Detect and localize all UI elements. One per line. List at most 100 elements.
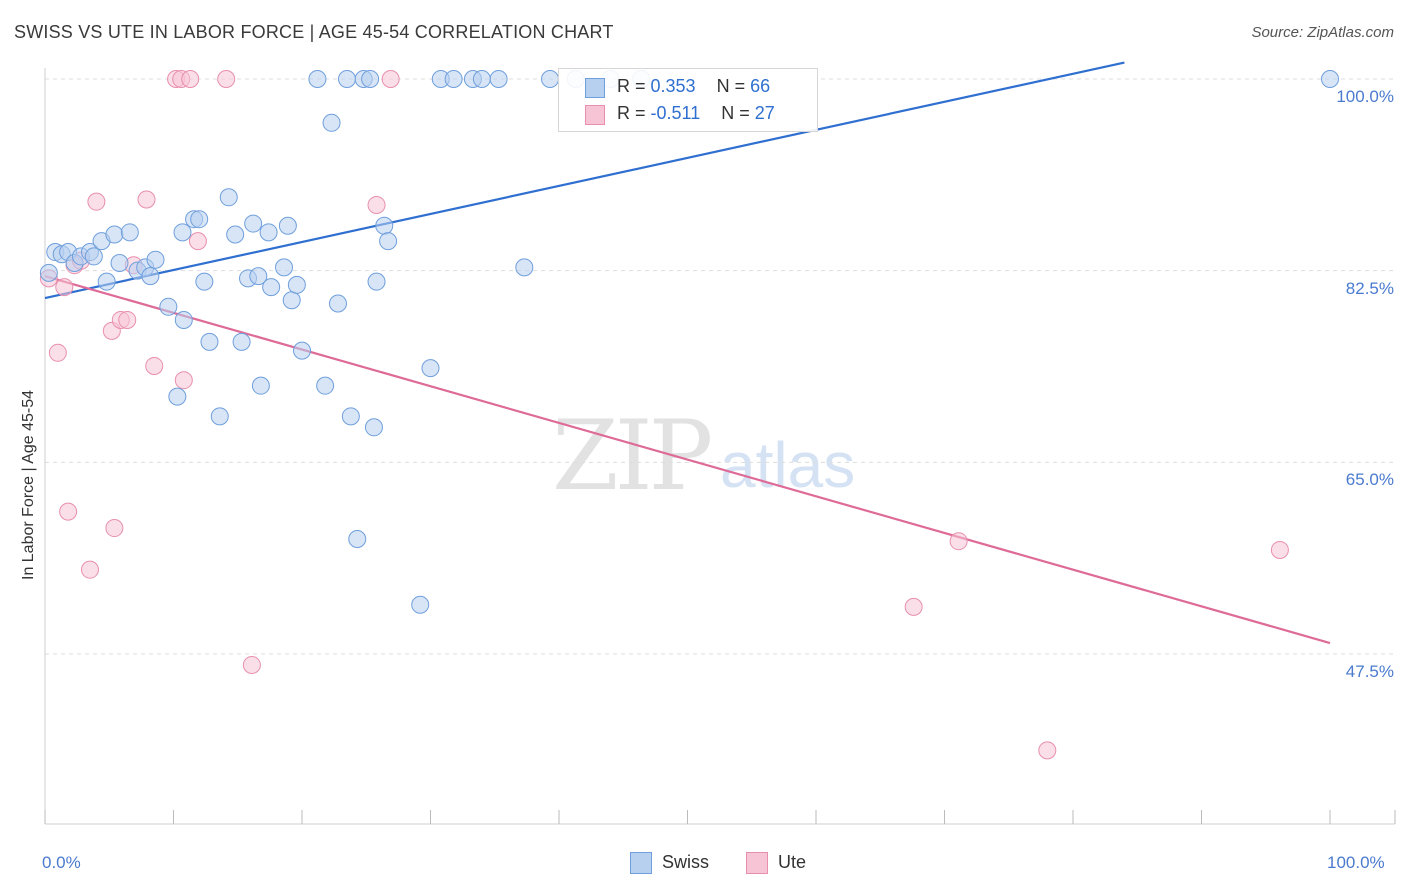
y-axis-label: In Labor Force | Age 45-54	[20, 389, 37, 580]
swiss-point	[316, 376, 335, 395]
ute-point	[55, 278, 74, 297]
source-credit: Source: ZipAtlas.com	[1251, 24, 1394, 41]
swiss-point	[120, 223, 139, 242]
legend-r-label: R =	[617, 103, 651, 123]
data-points	[39, 70, 1339, 760]
ute-swatch	[585, 105, 605, 125]
legend-r-value: -0.511	[650, 103, 701, 123]
legend-box: R = 0.353 N = 66 R = -0.511 N = 27	[558, 68, 818, 132]
legend-n-value: 66	[750, 76, 771, 96]
swiss-point	[293, 341, 311, 360]
swiss-point	[105, 225, 124, 244]
ute-point	[87, 192, 106, 211]
grid-lines	[45, 78, 1395, 655]
swiss-point	[244, 214, 263, 233]
swiss-point	[110, 254, 129, 272]
swiss-legend-label: Swiss	[662, 852, 710, 872]
y-tick-label: 100.0%	[1336, 87, 1394, 106]
swiss-point	[226, 225, 245, 244]
swiss-point	[275, 258, 294, 277]
legend-n-label: N =	[716, 76, 751, 96]
swiss-point	[1321, 70, 1339, 88]
swiss-point	[341, 407, 360, 426]
y-tick-label: 65.0%	[1345, 470, 1394, 490]
bottom-legend-swiss: Swiss	[630, 852, 710, 875]
swiss-point	[337, 70, 356, 88]
swiss-point	[146, 250, 165, 269]
ute-point	[242, 655, 261, 674]
chart-title: SWISS VS UTE IN LABOR FORCE | AGE 45-54 …	[14, 22, 614, 42]
ute-legend-swatch	[746, 852, 768, 875]
swiss-point	[444, 70, 463, 88]
legend-row-ute: R = -0.511 N = 27	[585, 103, 775, 125]
watermark-zip: ZIP	[552, 400, 713, 512]
swiss-point	[379, 232, 398, 251]
swiss-point	[232, 332, 251, 351]
swiss-point	[287, 275, 306, 294]
swiss-point	[97, 272, 116, 291]
swiss-point	[168, 387, 187, 406]
swiss-point	[195, 272, 214, 291]
swiss-point	[251, 376, 270, 395]
swiss-point	[200, 332, 219, 351]
swiss-point	[282, 291, 301, 310]
ute-point	[1270, 540, 1289, 559]
ute-point	[145, 356, 164, 375]
swiss-point	[472, 70, 491, 88]
swiss-point	[39, 263, 58, 282]
swiss-point	[364, 418, 383, 437]
ute-point	[48, 343, 67, 362]
ute-point	[174, 371, 193, 390]
legend-n-label: N =	[721, 103, 755, 123]
ute-point	[181, 70, 200, 88]
legend-row-swiss: R = 0.353 N = 66	[585, 76, 771, 98]
swiss-point	[421, 359, 440, 378]
ute-point	[118, 310, 137, 329]
trend-lines	[44, 61, 1331, 645]
bottom-legend-ute: Ute	[746, 852, 807, 875]
ute-point	[1038, 741, 1057, 760]
y-tick-label: 82.5%	[1345, 278, 1394, 298]
ute-legend-label: Ute	[778, 852, 807, 872]
swiss-point	[210, 407, 229, 426]
ute-point	[105, 519, 124, 538]
swiss-point	[219, 188, 238, 207]
swiss-point	[489, 70, 508, 88]
swiss-trend-line	[44, 61, 1125, 300]
ute-point	[59, 502, 78, 521]
swiss-point	[541, 70, 560, 88]
ute-point	[949, 532, 968, 551]
swiss-point	[174, 310, 193, 329]
swiss-point	[249, 267, 268, 286]
swiss-point	[259, 223, 278, 242]
swiss-legend-swatch	[630, 852, 652, 875]
ute-point	[137, 190, 156, 209]
axes	[44, 68, 1396, 825]
legend-r-value: 0.353	[650, 76, 696, 96]
swiss-point	[141, 267, 160, 286]
x-tick-label-min: 0.0%	[42, 853, 81, 872]
swiss-point	[348, 530, 367, 548]
swiss-point	[515, 258, 534, 277]
swiss-point	[173, 223, 192, 242]
swiss-point	[322, 113, 341, 132]
ute-point	[217, 70, 236, 88]
swiss-point	[190, 210, 209, 229]
x-tick-label-max: 100.0%	[1327, 853, 1385, 872]
ute-point	[188, 232, 207, 251]
swiss-point	[308, 70, 327, 88]
ute-point	[381, 70, 400, 88]
swiss-point	[361, 70, 380, 88]
ute-point	[80, 560, 99, 579]
ute-point	[367, 195, 386, 214]
swiss-point	[411, 595, 430, 614]
ute-point	[904, 597, 923, 616]
swiss-point	[367, 272, 386, 291]
swiss-point	[84, 247, 103, 266]
swiss-point	[278, 216, 297, 235]
legend-n-value: 27	[754, 103, 775, 123]
swiss-point	[375, 216, 394, 235]
y-tick-label: 47.5%	[1345, 662, 1394, 681]
swiss-point	[159, 297, 178, 316]
